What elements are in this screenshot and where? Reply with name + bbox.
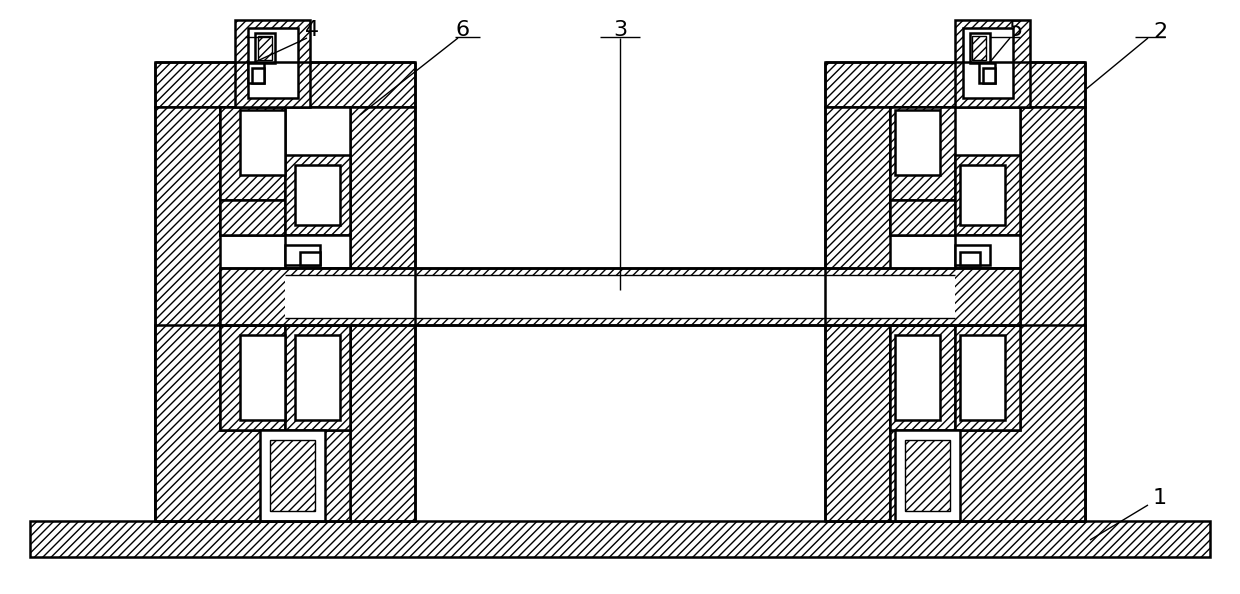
Bar xyxy=(983,68,994,83)
Bar xyxy=(248,28,298,98)
Bar xyxy=(241,110,285,175)
Bar xyxy=(295,165,340,225)
Bar xyxy=(960,252,980,265)
Bar xyxy=(895,430,960,521)
Text: 6: 6 xyxy=(456,20,470,40)
Bar xyxy=(255,33,275,63)
Bar xyxy=(972,36,986,60)
Bar xyxy=(895,110,940,175)
Bar xyxy=(155,325,350,521)
Bar xyxy=(219,200,285,235)
Text: 2: 2 xyxy=(1153,22,1167,42)
Bar xyxy=(270,440,315,511)
Bar xyxy=(219,325,350,430)
Bar xyxy=(955,325,1021,430)
Bar xyxy=(285,155,350,235)
Bar xyxy=(155,107,219,521)
Bar xyxy=(980,63,994,83)
Bar xyxy=(236,20,310,107)
Bar xyxy=(258,36,272,60)
Bar xyxy=(890,200,955,235)
Text: 5: 5 xyxy=(1008,20,1022,40)
Bar xyxy=(1021,107,1085,521)
Bar xyxy=(248,63,264,83)
Bar xyxy=(260,430,325,521)
Bar xyxy=(955,155,1021,235)
Bar xyxy=(825,62,1085,107)
Bar xyxy=(285,325,350,430)
Bar xyxy=(905,440,950,511)
Bar xyxy=(890,325,1021,430)
Bar xyxy=(155,62,415,107)
Bar xyxy=(970,33,990,63)
Bar xyxy=(252,68,264,83)
Bar xyxy=(960,165,1004,225)
Text: 1: 1 xyxy=(1153,488,1167,508)
Text: 3: 3 xyxy=(613,20,627,40)
Bar xyxy=(890,107,1021,235)
Bar xyxy=(895,335,940,420)
Bar xyxy=(890,325,955,430)
Bar xyxy=(285,245,320,265)
Bar xyxy=(890,325,1085,521)
Bar xyxy=(955,20,1030,107)
Bar xyxy=(955,235,1021,268)
Bar xyxy=(219,107,285,200)
Bar xyxy=(219,325,285,430)
Bar xyxy=(890,107,955,200)
Bar xyxy=(285,235,350,268)
Bar xyxy=(825,107,890,521)
Bar xyxy=(300,252,320,265)
Bar xyxy=(30,521,1210,557)
Bar xyxy=(963,28,1013,98)
Bar xyxy=(285,275,955,318)
Bar xyxy=(219,268,1021,325)
Bar xyxy=(960,335,1004,420)
Bar xyxy=(219,107,350,235)
Bar xyxy=(295,335,340,420)
Bar xyxy=(955,245,990,265)
Bar xyxy=(350,107,415,521)
Text: 4: 4 xyxy=(305,20,319,40)
Bar xyxy=(241,335,285,420)
